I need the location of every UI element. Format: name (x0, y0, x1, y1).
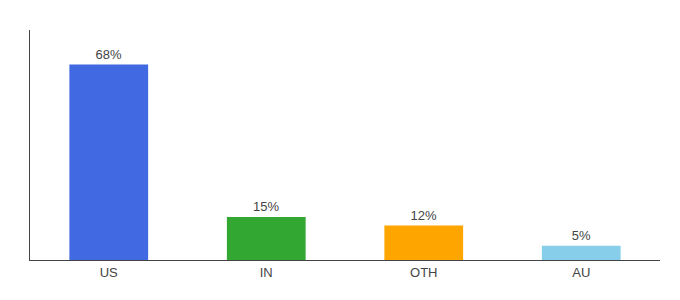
svg-text:12%: 12% (411, 208, 437, 223)
svg-text:AU: AU (572, 265, 590, 280)
svg-text:15%: 15% (253, 199, 279, 214)
svg-text:IN: IN (260, 265, 273, 280)
svg-text:US: US (100, 265, 118, 280)
svg-text:OTH: OTH (410, 265, 437, 280)
svg-text:68%: 68% (96, 47, 122, 62)
svg-text:5%: 5% (572, 228, 591, 243)
